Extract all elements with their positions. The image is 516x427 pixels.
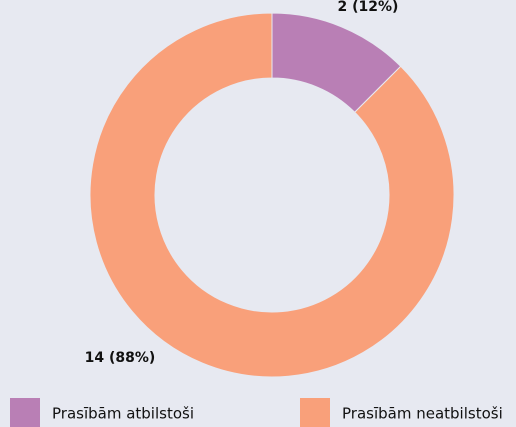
slice [89, 12, 455, 378]
data-label: 14 (88%) [85, 350, 156, 366]
data-label: 2 (12%) [338, 0, 399, 15]
legend-label: Prasībām neatbilstoši [342, 405, 503, 423]
legend-swatch [10, 398, 40, 427]
legend-swatch [300, 398, 330, 427]
legend-label: Prasībām atbilstoši [52, 405, 194, 423]
